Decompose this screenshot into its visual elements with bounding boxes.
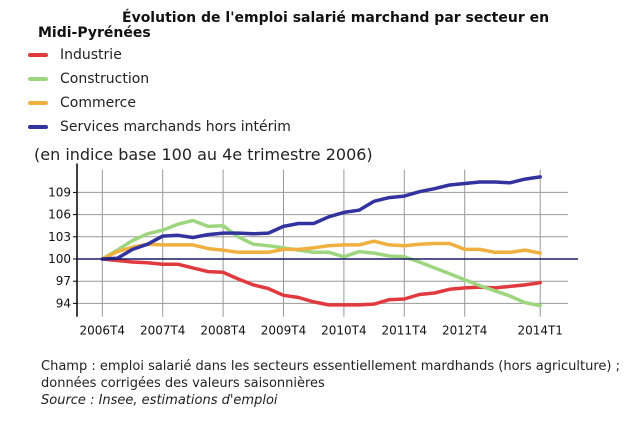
legend-swatch [28,53,48,57]
chart-notes: Champ : emploi salarié dans les secteurs… [41,358,621,409]
legend-label: Commerce [60,95,136,111]
legend-item-commerce: Commerce [28,95,136,111]
legend-label: Construction [60,71,150,87]
x-tick-label: 2006T4 [80,324,126,338]
x-tick-label: 2007T4 [140,324,186,338]
legend-label: Industrie [60,47,122,63]
y-tick-label: 109 [48,185,71,199]
x-tick-label: 2011T4 [382,324,428,338]
legend-item-construction: Construction [28,71,149,87]
legend-swatch [28,77,48,81]
x-tick-label: 2008T4 [200,324,246,338]
series-line-industrie [100,257,542,307]
legend-item-industrie: Industrie [28,47,122,63]
series-line-commerce [100,239,542,261]
legend-swatch [28,125,48,129]
legend-label: Services marchands hors intérim [60,119,291,135]
title-line-1: Évolution de l'emploi salarié marchand p… [122,10,550,26]
y-tick-label: 106 [48,208,71,222]
legend-item-services: Services marchands hors intérim [28,119,291,135]
series-line-services [100,175,542,261]
x-tick-label: 2014T1 [517,324,563,338]
legend-swatch [28,101,48,105]
x-tick-label: 2009T4 [261,324,307,338]
x-tick-label: 2012T4 [442,324,488,338]
y-tick-label: 97 [56,274,71,288]
scope-note: Champ : emploi salarié dans les secteurs… [41,359,620,391]
series-line-construction [100,218,542,308]
x-tick-label: 2010T4 [321,324,367,338]
y-tick-label: 103 [48,230,71,244]
y-tick-label: 94 [56,296,71,310]
chart-subtitle: (en indice base 100 au 4e trimestre 2006… [34,145,373,164]
y-tick-label: 100 [48,252,71,266]
source-note: Source : Insee, estimations d'emploi [41,393,278,408]
title-line-2: Midi-Pyrénées [38,25,151,41]
